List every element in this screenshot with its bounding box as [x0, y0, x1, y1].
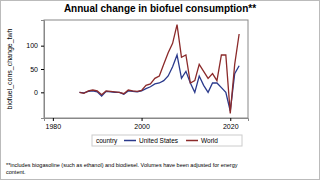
- y-tick-mark: [41, 46, 44, 47]
- legend-swatch: [124, 140, 136, 142]
- footnote: **includes biogasoline (such as ethanol)…: [6, 162, 238, 168]
- x-axis-line: [45, 119, 249, 122]
- y-tick: 50: [30, 66, 44, 73]
- x-tick: 1980: [46, 118, 62, 130]
- y-tick-label: 100: [26, 42, 38, 49]
- y-tick-label: 50: [30, 66, 38, 73]
- legend-swatch: [186, 140, 198, 142]
- x-tick-label: 2000: [134, 123, 150, 130]
- y-tick: 100: [26, 42, 44, 49]
- y-tick-mark: [41, 92, 44, 93]
- x-tick-mark: [142, 118, 143, 121]
- y-tick-label: 0: [34, 89, 38, 96]
- x-tick: 2000: [134, 118, 150, 130]
- x-tick: 2020: [223, 118, 239, 130]
- legend-label: United States: [139, 137, 179, 144]
- plot-area: [79, 25, 239, 114]
- footnote: content.: [6, 169, 26, 175]
- legend: country United States World: [92, 135, 242, 146]
- y-axis: 0 50 100: [26, 21, 44, 119]
- x-tick-label: 1980: [46, 123, 62, 130]
- title: Annual change in biofuel consumption**: [64, 3, 256, 14]
- legend-box: [92, 135, 242, 146]
- series-line: [79, 55, 239, 111]
- series-line: [79, 25, 239, 114]
- background: [1, 1, 320, 180]
- x-tick-label: 2020: [223, 123, 239, 130]
- legend-title: country: [96, 137, 118, 145]
- x-tick-mark: [53, 118, 54, 121]
- chart: Annual change in biofuel consumption** 19…: [0, 0, 320, 180]
- legend-label: World: [201, 137, 218, 144]
- y-tick: 0: [34, 89, 44, 96]
- y-axis-title: biofuel_cons_change_twh: [6, 28, 14, 109]
- x-axis: 1980 2000 2020: [45, 118, 249, 130]
- y-axis-line: [41, 21, 45, 119]
- plot-frame: [44, 20, 248, 118]
- x-tick-mark: [230, 118, 231, 121]
- y-tick-mark: [41, 69, 44, 70]
